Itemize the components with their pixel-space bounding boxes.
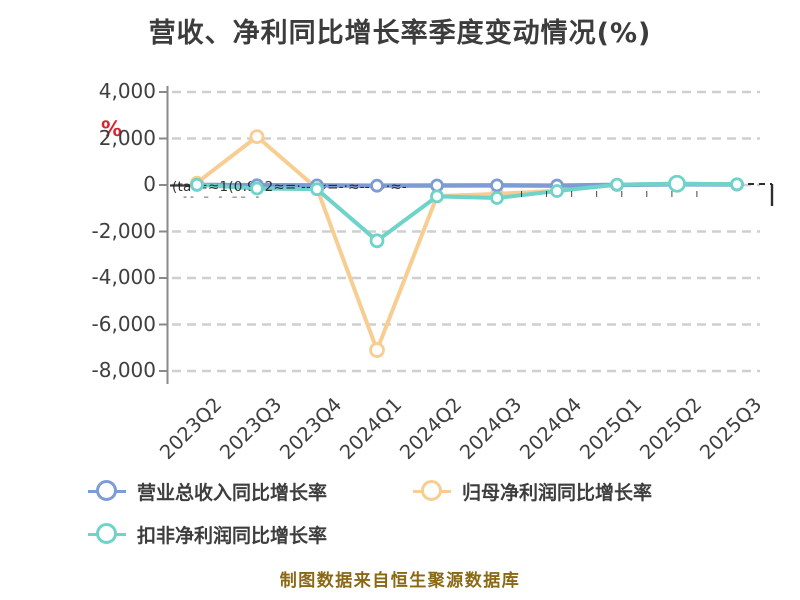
data-point-deducted-profit-growth-2024Q4 (550, 184, 564, 198)
data-point-revenue-growth-2024Q1 (370, 178, 384, 193)
data-point-net-profit-growth-2023Q3 (249, 129, 265, 145)
data-point-deducted-profit-growth-2023Q3 (250, 181, 264, 196)
legend-item-revenue-growth[interactable]: 营业总收入同比增长率 (88, 477, 327, 505)
illegible-overlapped-labels: (ta-=≈1(0.992≈=·--·≈=-·≈--·=·≈- (172, 179, 407, 195)
net-profit-growth-line (195, 134, 739, 353)
data-point-deducted-profit-growth-2024Q3 (490, 191, 504, 205)
data-points-group (190, 129, 744, 358)
legend-label: 归母净利润同比增长率 (462, 481, 653, 504)
data-point-deducted-profit-growth-2024Q1 (369, 233, 385, 249)
chart-title: 营收、净利同比增长率季度变动情况(%) (148, 18, 652, 49)
gridlines-group (159, 86, 760, 384)
data-point-net-profit-growth-2024Q1 (369, 342, 385, 358)
y-tick-label: -8,000 (91, 358, 156, 382)
legend-marker-icon (88, 479, 126, 503)
legend-item-net-profit-growth[interactable]: 归母净利润同比增长率 (413, 477, 652, 505)
y-tick-label: 2,000 (98, 125, 156, 150)
legend-item-deducted-profit-growth[interactable]: 扣非净利润同比增长率 (88, 520, 327, 548)
data-point-deducted-profit-growth-2025Q2 (668, 174, 686, 193)
leader-line-group (748, 183, 774, 206)
data-point-revenue-growth-2024Q3 (490, 178, 504, 193)
legend-marker-icon (88, 522, 126, 546)
series-lines-group (194, 134, 740, 353)
legend-label: 营业总收入同比增长率 (137, 481, 328, 504)
y-tick-label: -4,000 (91, 265, 156, 289)
data-point-deducted-profit-growth-2023Q2 (190, 177, 204, 192)
data-point-revenue-growth-2024Q2 (430, 178, 444, 193)
illegible-label-ticks: ıııııııı (520, 187, 720, 200)
deducted-profit-growth-line (195, 181, 739, 243)
y-tick-label: -6,000 (91, 311, 156, 336)
y-tick-label: 4,000 (98, 79, 156, 103)
data-point-deducted-profit-growth-2023Q4 (310, 182, 324, 197)
illegible-label-dashes: -- – - –– - (183, 190, 262, 203)
y-tick-label: 0 (143, 172, 156, 196)
y-axis-unit-percent-mark: % (101, 117, 123, 141)
legend-label: 扣非净利润同比增长率 (137, 524, 328, 547)
legend-marker-icon (413, 479, 451, 503)
data-source-note: 制图数据来自恒生聚源数据库 (279, 571, 521, 591)
y-tick-label: -2,000 (91, 218, 156, 243)
data-point-deducted-profit-growth-2025Q1 (610, 177, 624, 192)
overlapping-data-labels-group: (ta-=≈1(0.992≈=·--·≈=-·≈--·=·≈--- – - ––… (170, 179, 720, 203)
data-point-deducted-profit-growth-2025Q3 (730, 177, 744, 192)
data-point-deducted-profit-growth-2024Q2 (430, 189, 444, 204)
